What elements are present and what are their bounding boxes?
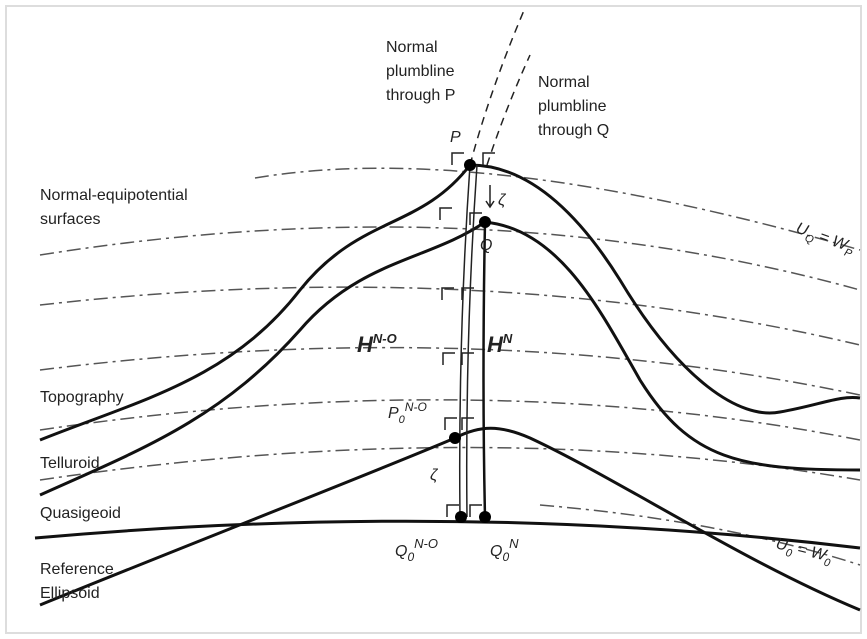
- label: through Q: [538, 122, 609, 139]
- equipotential-line: [39, 226, 861, 291]
- point-label: ζ: [498, 192, 507, 209]
- label: plumbline: [386, 63, 455, 80]
- label-part: 0: [502, 550, 509, 564]
- label: plumbline: [538, 98, 607, 115]
- equipotential-line: [39, 399, 861, 441]
- point-label: ζ: [430, 467, 439, 484]
- label-part: N-O: [414, 536, 438, 551]
- plumbline-p: [458, 164, 471, 518]
- h-n-label: HN: [487, 331, 513, 357]
- label-part: N-O: [405, 400, 427, 414]
- point-q: [479, 216, 491, 228]
- label: through P: [386, 87, 455, 104]
- point-p0: [449, 432, 461, 444]
- points: [449, 159, 491, 523]
- label-part: Q: [490, 543, 502, 560]
- point-q0-n: [479, 511, 491, 523]
- equipotential-surfaces: [39, 167, 861, 566]
- label-part: 0: [407, 550, 414, 564]
- u0-w0-label: U0 = W0: [773, 535, 834, 569]
- label: Reference: [40, 561, 114, 578]
- plumbline-q-extension: [486, 54, 531, 166]
- label-part: H: [357, 332, 374, 357]
- equipotential-line: [39, 446, 861, 481]
- zeta-arrow: [485, 185, 495, 209]
- label-part: P: [843, 247, 855, 261]
- q0-no-label: Q0N-O: [395, 536, 438, 564]
- topography-curve: [39, 163, 861, 442]
- label: Normal: [386, 39, 438, 56]
- point-p: [464, 159, 476, 171]
- uq-wp-label: UQ = WP: [792, 220, 857, 261]
- plumbline-p-inner: [465, 164, 478, 518]
- plumbline-q: [482, 221, 487, 518]
- label-part: H: [487, 332, 504, 357]
- label-part: 0: [784, 547, 794, 560]
- point-label: P: [450, 129, 461, 146]
- label: Ellipsoid: [40, 585, 100, 602]
- label: Topography: [40, 389, 124, 406]
- equipotential-line: [539, 504, 861, 566]
- label-part: 0: [823, 556, 833, 569]
- labels: Normal plumbline through P Normal plumbl…: [40, 39, 857, 602]
- label-part: =: [791, 540, 813, 561]
- p0-label: P0N-O: [388, 400, 427, 426]
- point-label: Q: [480, 237, 492, 254]
- label-part: Q: [395, 543, 407, 560]
- h-no-label: HN-O: [357, 331, 397, 357]
- label: surfaces: [40, 211, 100, 228]
- plumblines: [439, 7, 531, 518]
- right-angle-marks: [439, 152, 495, 517]
- label-part: U: [774, 535, 790, 554]
- point-q0-no: [455, 511, 467, 523]
- label: Quasigeoid: [40, 505, 121, 522]
- equipotential-line: [39, 286, 861, 346]
- label-part: P: [388, 405, 399, 422]
- equipotential-line: [39, 346, 861, 396]
- label-part: 0: [399, 414, 406, 426]
- label: Normal-equipotential: [40, 187, 188, 204]
- label-part: N: [503, 331, 513, 346]
- label: Telluroid: [40, 455, 100, 472]
- q0-n-label: Q0N: [490, 536, 519, 564]
- label: Normal: [538, 74, 590, 91]
- label-part: N: [509, 536, 519, 551]
- plumbline-p-extension: [469, 7, 526, 166]
- ellipsoid-curve: [34, 519, 861, 550]
- label-part: W: [809, 544, 830, 565]
- label-part: =: [813, 227, 836, 249]
- label-part: N-O: [373, 331, 397, 346]
